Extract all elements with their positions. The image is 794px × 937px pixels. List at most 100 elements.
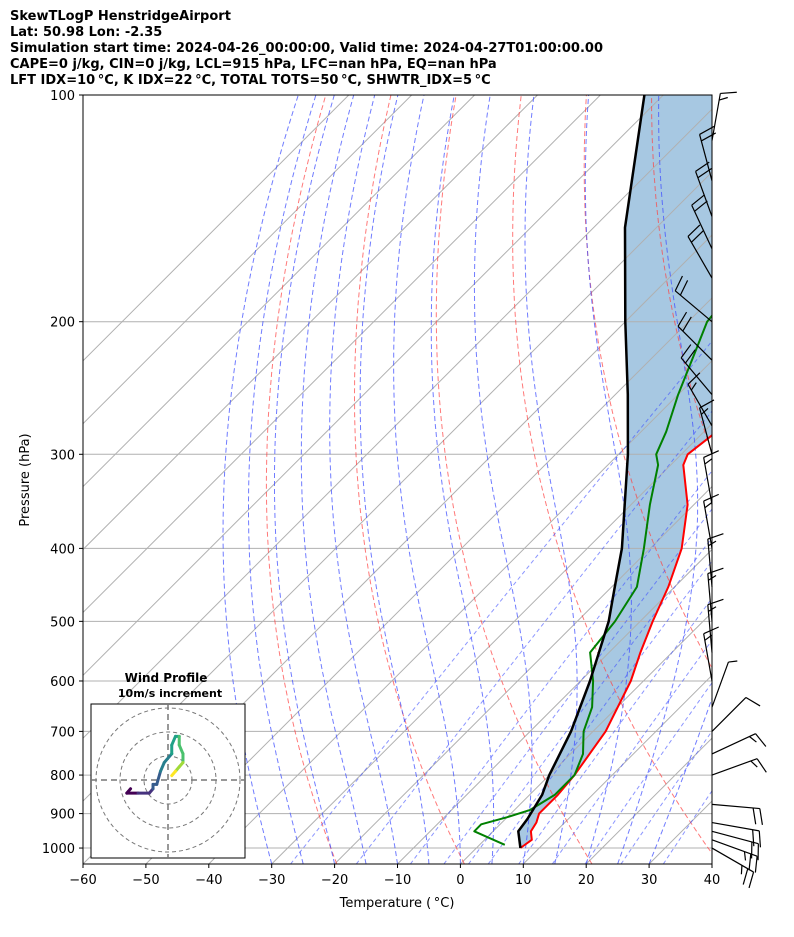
y-tick-label: 400: [50, 542, 75, 557]
wind-barb: [711, 839, 758, 873]
wind-barb: [687, 372, 713, 427]
dewpoint-line: [473, 314, 712, 846]
wind-barb: [711, 660, 738, 708]
mixing-ratio-line: [518, 597, 712, 864]
wind-barb: [707, 598, 724, 653]
moist-adiabat: [524, 95, 578, 864]
x-tick-label: −60: [69, 873, 96, 888]
mixing-ratio-line: [468, 537, 712, 864]
mixing-ratio-line: [551, 639, 712, 864]
x-tick-label: 0: [456, 873, 464, 888]
parcel-path: [517, 95, 646, 849]
isotherm-line: [145, 297, 712, 864]
y-tick-label: 600: [50, 675, 75, 690]
isotherm-line: [83, 95, 413, 425]
x-tick-label: 10: [515, 873, 532, 888]
moist-adiabat: [584, 95, 632, 864]
hodograph-title: Wind Profile: [125, 671, 208, 685]
profile-lines: [473, 95, 712, 849]
isotherm-line: [460, 611, 712, 864]
wind-barb: [707, 567, 724, 622]
indices-line: CAPE=0 j/kg, CIN=0 j/kg, LCL=915 hPa, LF…: [10, 57, 497, 72]
mixing-ratio-line: [409, 470, 712, 864]
temperature-line: [519, 434, 712, 849]
dry-adiabat: [583, 95, 712, 670]
mixing-ratio-line: [620, 730, 712, 864]
isotherm-line: [522, 674, 712, 864]
stability-line: LFT IDX=10 °C, K IDX=22 °C, TOTAL TOTS=5…: [10, 73, 491, 88]
wind-barb: [677, 311, 713, 361]
wind-barb: [674, 275, 713, 323]
x-tick-label: −40: [195, 873, 222, 888]
wind-barb: [711, 733, 767, 755]
x-tick-label: 20: [578, 873, 595, 888]
dry-adiabat: [715, 27, 794, 864]
wind-barb: [711, 758, 767, 776]
isotherm-line: [271, 422, 712, 864]
wind-barb: [711, 830, 759, 861]
x-tick-label: 30: [641, 873, 658, 888]
isotherm-line: [208, 360, 712, 864]
x-tick-label: 40: [704, 873, 721, 888]
moist-adiabat: [430, 95, 495, 864]
moist-adiabat: [222, 95, 299, 864]
hodograph-subtitle: 10m/s increment: [118, 687, 222, 700]
moist-adiabat: [329, 95, 398, 864]
y-tick-label: 1000: [42, 842, 75, 857]
y-tick-label: 300: [50, 448, 75, 463]
hodograph-segment: [159, 761, 166, 773]
hodograph-segment: [155, 769, 163, 786]
x-axis-label: Temperature ( °C): [339, 896, 455, 911]
hodograph-inset: Wind Profile 10m/s increment: [90, 671, 246, 859]
chart-title: SkewTLogP HenstridgeAirport: [10, 9, 231, 24]
dry-adiabats: [265, 27, 794, 864]
moist-adiabat: [248, 95, 317, 864]
x-tick-label: −10: [384, 873, 411, 888]
hodograph-segment: [177, 743, 185, 756]
mixing-ratio-lines: [290, 340, 712, 864]
y-axis-label: Pressure (hPa): [18, 433, 33, 526]
y-tick-label: 200: [50, 316, 75, 331]
moist-adiabats: [222, 95, 712, 864]
moist-adiabat: [473, 95, 533, 864]
x-axis: −60 −50 −40 −30 −20 −10 0 10 20 30 40: [69, 864, 720, 888]
mixing-ratio-line: [290, 340, 712, 864]
x-tick-label: −20: [321, 873, 348, 888]
isotherm-line: [334, 485, 712, 864]
x-tick-label: −50: [132, 873, 159, 888]
dry-adiabat: [512, 95, 712, 855]
dry-adiabat: [354, 95, 465, 864]
y-tick-label: 100: [50, 89, 75, 104]
y-tick-label: 700: [50, 725, 75, 740]
hodograph-segment: [170, 734, 177, 747]
wind-barb: [691, 194, 713, 249]
hodograph-segment: [170, 769, 177, 778]
isotherm-line: [711, 863, 712, 864]
isotherm-line: [83, 95, 602, 614]
moist-adiabat: [274, 95, 336, 864]
wind-barb: [680, 344, 713, 396]
y-tick-label: 900: [50, 808, 75, 823]
mixing-ratio-line: [662, 789, 712, 864]
isotherm-line: [397, 548, 712, 864]
wind-barbs: [674, 91, 767, 889]
y-axis: 100 200 300 400 500 600 700 800 900 1000: [42, 89, 83, 857]
wind-barb: [711, 696, 761, 732]
wind-barb: [687, 224, 713, 279]
wind-barb: [711, 821, 762, 848]
dry-adiabat: [777, 27, 794, 864]
moist-adiabat: [648, 696, 712, 864]
isotherm-line: [83, 95, 539, 551]
location-line: Lat: 50.98 Lon: -2.35: [10, 25, 163, 40]
moist-adiabat: [617, 95, 699, 864]
mixing-ratio-line: [355, 410, 712, 864]
moist-adiabat: [393, 95, 461, 864]
moist-adiabat: [300, 95, 367, 864]
wind-barb: [711, 803, 764, 825]
moist-adiabat: [359, 95, 430, 864]
wind-barb: [703, 626, 719, 682]
y-tick-label: 800: [50, 769, 75, 784]
time-line: Simulation start time: 2024-04-26_00:00:…: [10, 41, 603, 56]
isotherm-line: [83, 95, 476, 488]
x-tick-label: −30: [258, 873, 285, 888]
